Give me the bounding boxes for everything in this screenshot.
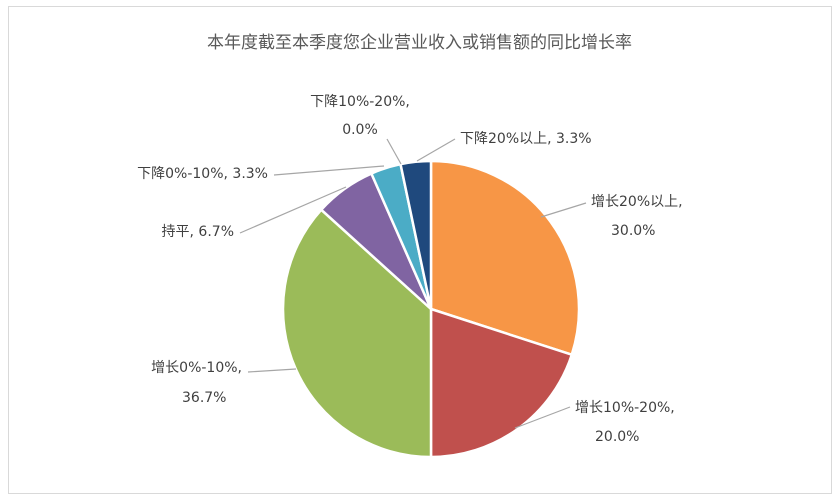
data-label-下降10pct-20pct: 下降10%-20%, [310, 94, 410, 110]
leader-line-持平 [239, 186, 347, 234]
data-label-value-增长0pct-10pct: 36.7% [182, 390, 226, 406]
leader-line-增长10pct-20pct [514, 406, 571, 429]
pie-slice-增长10pct-20pct [429, 307, 574, 459]
leader-line-下降10pct-20pct [386, 138, 402, 165]
chart-title: 本年度截至本季度您企业营业收入或销售额的同比增长率 [207, 33, 632, 53]
data-label-value-增长20pct以上: 30.0% [611, 223, 655, 239]
data-label-增长20pct以上: 增长20%以上, [591, 194, 683, 210]
leader-line-下降0pct-10pct [273, 165, 385, 176]
leader-line-下降20pct以上 [416, 138, 456, 162]
data-label-下降0pct-10pct: 下降0%-10%, 3.3% [137, 166, 268, 182]
data-label-持平: 持平, 6.7% [162, 224, 234, 240]
data-label-value-下降10pct-20pct: 0.0% [342, 122, 378, 138]
data-label-增长10pct-20pct: 增长10%-20%, [575, 400, 675, 416]
data-label-value-增长10pct-20pct: 20.0% [595, 429, 639, 445]
leader-line-增长20pct以上 [540, 202, 587, 218]
pie-slice-增长20pct以上 [429, 159, 581, 357]
leader-line-增长0pct-10pct [247, 368, 297, 373]
data-label-增长0pct-10pct: 增长0%-10%, [151, 360, 242, 376]
data-label-下降20pct以上: 下降20%以上, 3.3% [460, 131, 592, 147]
